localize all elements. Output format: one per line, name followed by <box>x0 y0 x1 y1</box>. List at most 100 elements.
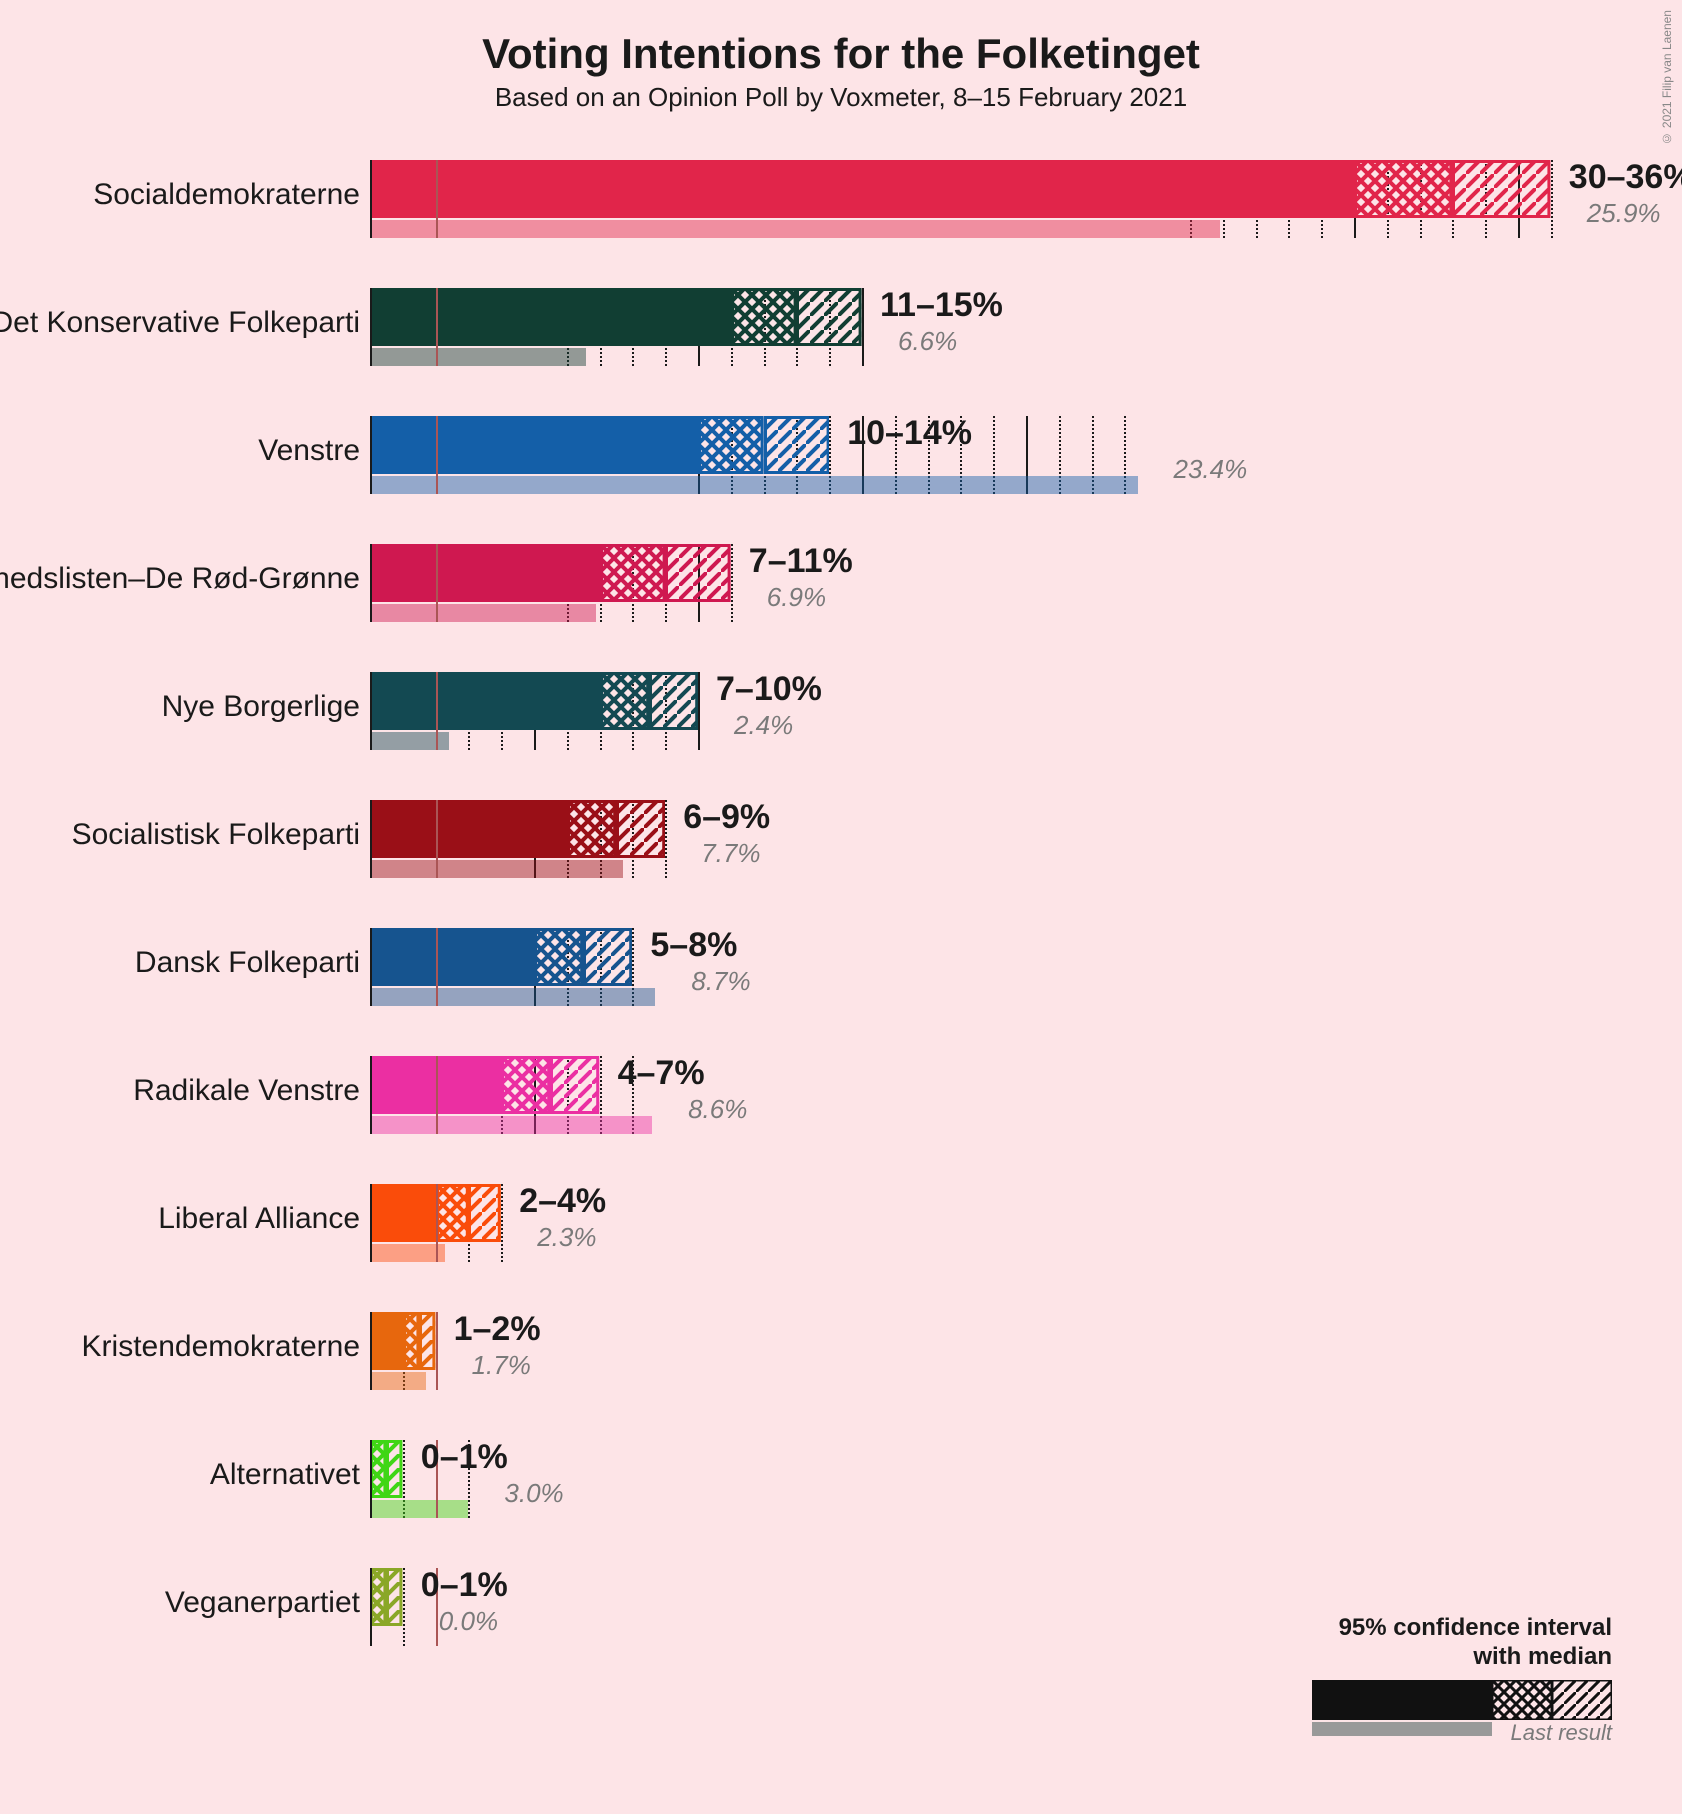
last-result-label: 6.6% <box>898 326 957 357</box>
party-row: Dansk Folkeparti5–8%8.7% <box>0 918 1682 1046</box>
last-result-label: 3.0% <box>504 1478 563 1509</box>
bar-diag-segment <box>550 1056 599 1114</box>
legend-sample: Last result <box>1282 1680 1612 1744</box>
legend-title-line2: with median <box>1473 1643 1612 1670</box>
last-result-label: 7.7% <box>701 838 760 869</box>
gridline-threshold <box>436 544 438 622</box>
bar-diag-segment <box>764 416 830 474</box>
bar-diag-segment <box>796 288 862 346</box>
last-result-bar <box>370 220 1220 238</box>
bar-area: 7–10%2.4% <box>370 662 1650 790</box>
bar-crosshatch-segment <box>403 1312 419 1370</box>
value-range-label: 7–11% <box>749 542 853 581</box>
party-row: Det Konservative Folkeparti11–15%6.6% <box>0 278 1682 406</box>
party-label: Socialdemokraterne <box>93 178 360 212</box>
last-result-bar <box>370 1500 468 1518</box>
party-label: Radikale Venstre <box>133 1074 360 1108</box>
party-row: Venstre 10–14%23.4% <box>0 406 1682 534</box>
bar-diag-segment <box>386 1440 402 1498</box>
bar-area: 6–9%7.7% <box>370 790 1650 918</box>
party-label: Kristendemokraterne <box>82 1330 360 1364</box>
party-label: Liberal Alliance <box>158 1202 360 1236</box>
last-result-bar <box>370 860 623 878</box>
bar-solid-segment <box>370 928 534 986</box>
party-row: Kristendemokraterne 1–2%1.7% <box>0 1302 1682 1430</box>
bar-solid-segment <box>370 1184 436 1242</box>
gridline-major <box>698 672 700 750</box>
gridline-minor <box>731 544 733 622</box>
last-result-label: 0.0% <box>439 1606 498 1637</box>
chart-subtitle: Based on an Opinion Poll by Voxmeter, 8–… <box>0 82 1682 113</box>
bar-area: 10–14%23.4% <box>370 406 1650 534</box>
gridline-axis <box>370 1056 372 1134</box>
legend-last-label: Last result <box>1511 1720 1613 1746</box>
bar-crosshatch-segment <box>436 1184 469 1242</box>
bar-crosshatch-segment <box>567 800 616 858</box>
bar-solid-segment <box>370 1312 403 1370</box>
value-range-label: 5–8% <box>650 926 737 965</box>
party-label: Dansk Folkeparti <box>135 946 360 980</box>
gridline-axis <box>370 1184 372 1262</box>
legend-title: 95% confidence interval with median <box>1282 1614 1612 1672</box>
bar-diag-segment <box>386 1568 402 1626</box>
gridline-threshold <box>436 800 438 878</box>
bar-area: 11–15%6.6% <box>370 278 1650 406</box>
last-result-label: 23.4% <box>1174 454 1248 485</box>
chart-area: Socialdemokraterne 30–36%25.9%Det Konserv… <box>0 150 1682 1686</box>
bar-diag-segment <box>1452 160 1550 218</box>
value-range-label: 2–4% <box>519 1182 606 1221</box>
last-result-label: 8.6% <box>688 1094 747 1125</box>
last-result-bar <box>370 1244 445 1262</box>
gridline-axis <box>370 1568 372 1646</box>
party-row: Enhedslisten–De Rød-Grønne 7–11%6.9% <box>0 534 1682 662</box>
bar-crosshatch-segment <box>698 416 764 474</box>
bar-area: 0–1%3.0% <box>370 1430 1650 1558</box>
party-row: Socialdemokraterne 30–36%25.9% <box>0 150 1682 278</box>
last-result-bar <box>370 988 655 1006</box>
gridline-threshold <box>436 288 438 366</box>
gridline-threshold <box>436 416 438 494</box>
last-result-bar <box>370 1116 652 1134</box>
bar-area: 1–2%1.7% <box>370 1302 1650 1430</box>
party-label: Socialistisk Folkeparti <box>72 818 360 852</box>
bar-diag-segment <box>649 672 698 730</box>
gridline-axis <box>370 928 372 1006</box>
gridline-minor <box>403 1568 405 1646</box>
value-range-label: 7–10% <box>716 670 822 709</box>
bar-solid-segment <box>370 416 698 474</box>
bar-solid-segment <box>370 672 600 730</box>
bar-solid-segment <box>370 544 600 602</box>
party-row: Alternativet0–1%3.0% <box>0 1430 1682 1558</box>
legend-last-bar <box>1312 1722 1492 1736</box>
bar-crosshatch-segment <box>501 1056 550 1114</box>
bar-area: 7–11%6.9% <box>370 534 1650 662</box>
bar-solid-segment <box>370 160 1354 218</box>
chart-title: Voting Intentions for the Folketinget <box>0 0 1682 78</box>
last-result-label: 6.9% <box>767 582 826 613</box>
party-label: Venstre <box>258 434 360 468</box>
gridline-major <box>862 288 864 366</box>
last-result-label: 2.3% <box>537 1222 596 1253</box>
bar-diag-segment <box>665 544 731 602</box>
gridline-threshold <box>436 1312 438 1390</box>
gridline-threshold <box>436 160 438 238</box>
value-range-label: 4–7% <box>618 1054 705 1093</box>
bar-solid-segment <box>370 800 567 858</box>
bar-crosshatch-segment <box>534 928 583 986</box>
bar-diag-segment <box>468 1184 501 1242</box>
bar-area: 30–36%25.9% <box>370 150 1650 278</box>
gridline-threshold <box>436 1184 438 1262</box>
value-range-label: 0–1% <box>421 1566 508 1605</box>
legend-solid-segment <box>1312 1680 1492 1720</box>
gridline-threshold <box>436 672 438 750</box>
gridline-axis <box>370 288 372 366</box>
gridline-axis <box>370 544 372 622</box>
bar-crosshatch-segment <box>600 544 666 602</box>
gridline-axis <box>370 672 372 750</box>
party-row: Radikale Venstre 4–7%8.6% <box>0 1046 1682 1174</box>
bar-area: 4–7%8.6% <box>370 1046 1650 1174</box>
last-result-label: 25.9% <box>1587 198 1661 229</box>
party-row: Nye Borgerlige7–10%2.4% <box>0 662 1682 790</box>
party-label: Enhedslisten–De Rød-Grønne <box>0 562 360 596</box>
legend-crosshatch-segment <box>1492 1680 1552 1720</box>
